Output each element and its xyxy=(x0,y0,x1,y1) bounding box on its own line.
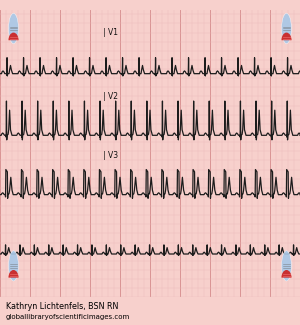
Text: Kathryn Lichtenfels, BSN RN: Kathryn Lichtenfels, BSN RN xyxy=(6,302,118,311)
Wedge shape xyxy=(281,32,292,40)
Text: | V2: | V2 xyxy=(103,92,118,101)
Ellipse shape xyxy=(281,13,292,44)
Text: globallibraryofscientificimages.com: globallibraryofscientificimages.com xyxy=(6,314,130,320)
Ellipse shape xyxy=(9,251,19,281)
Wedge shape xyxy=(281,270,292,278)
Ellipse shape xyxy=(9,13,19,44)
Wedge shape xyxy=(8,270,19,278)
Text: | V1: | V1 xyxy=(103,28,118,37)
Text: | V3: | V3 xyxy=(103,151,118,160)
Wedge shape xyxy=(8,32,19,40)
Ellipse shape xyxy=(281,251,292,281)
